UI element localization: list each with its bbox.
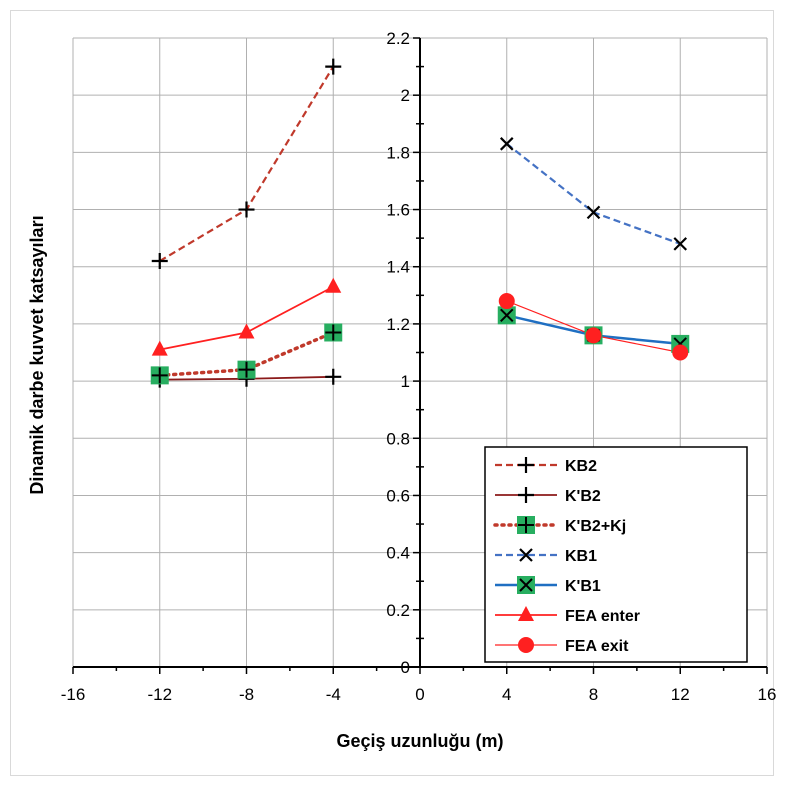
y-tick-label: 0 [401,658,410,677]
legend-label: KB1 [565,548,597,565]
y-tick-label: 2 [401,86,410,105]
data-point-fea-exit [672,344,689,361]
data-point-kb2 [325,58,342,75]
legend-marker [518,457,534,473]
data-point-kb2 [238,201,255,218]
y-tick-label: 1.2 [386,315,410,334]
legend-label: FEA enter [565,608,640,625]
legend-marker [517,576,535,594]
data-point-kb1 [673,237,688,251]
chart-frame [10,10,774,776]
legend-marker [518,637,534,653]
x-tick-label: 16 [758,685,777,704]
data-point-fea-exit [498,293,515,310]
legend-marker [518,606,534,621]
y-tick-label: 0.2 [386,601,410,620]
x-tick-label: -8 [239,685,254,704]
x-tick-label: 4 [502,685,511,704]
legend-label: K'B1 [565,578,601,595]
y-tick-label: 1 [401,372,410,391]
data-point-fea-enter [238,323,255,339]
legend-marker [518,487,534,503]
data-point-fea-enter [151,340,168,356]
x-tick-label: -4 [326,685,341,704]
y-tick-label: 1.8 [386,143,410,162]
x-tick-label: -12 [147,685,172,704]
x-tick-label: 8 [589,685,598,704]
data-point-kb1 [586,205,601,220]
data-point-kb1 [499,137,514,151]
x-axis-title: Geçiş uzunluğu (m) [336,731,503,751]
data-point-k-b2-kj [237,360,256,379]
y-tick-label: 0.8 [386,429,410,448]
data-point-k-b2-kj [324,323,343,342]
x-tick-label: 0 [415,685,424,704]
legend: KB2 K'B2 K'B2+Kj KB1 K'B1 FEA enter FEA exit [484,446,748,663]
data-point-fea-exit [585,327,602,344]
legend-marker [519,548,533,562]
data-point-k-b1 [497,306,516,325]
series-layer [150,58,690,388]
data-point-k-b2-kj [150,366,169,385]
y-tick-label: 0.6 [386,486,410,505]
y-tick-label: 2.2 [386,29,410,48]
legend-label: K'B2 [565,488,601,505]
data-point-k-b2 [325,368,342,385]
x-tick-label: -16 [61,685,86,704]
axes: -16 -12 -8 -4 0 4 8 12 16 0 0.2 0.4 0.6 0.8 1 1.2 1.4 1.6… [61,29,777,704]
data-point-kb2 [151,253,168,270]
x-tick-label: 12 [671,685,690,704]
y-tick-label: 1.6 [386,201,410,220]
y-tick-label: 1.4 [386,258,410,277]
legend-marker [517,516,535,534]
y-tick-label: 0.4 [386,544,410,563]
data-point-fea-enter [325,277,342,293]
legend-label: KB2 [565,458,597,475]
legend-label: FEA exit [565,638,629,655]
y-axis-title: Dinamik darbe kuvvet katsayıları [27,215,47,494]
legend-label: K'B2+Kj [565,518,626,535]
